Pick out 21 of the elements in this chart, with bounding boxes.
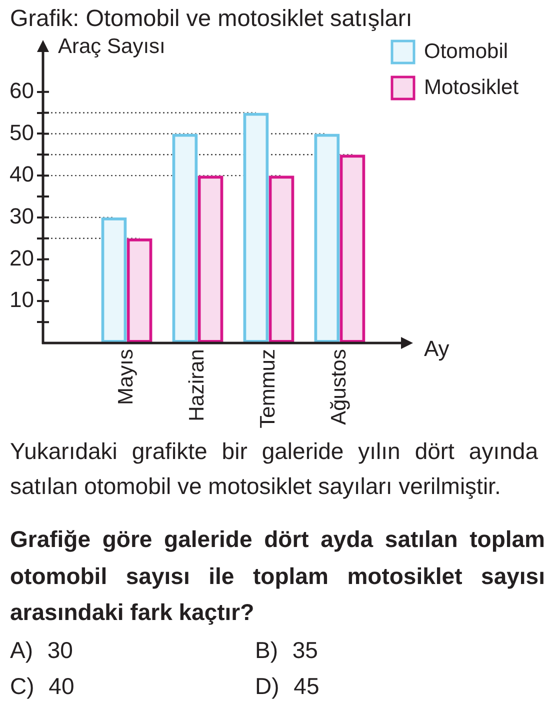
x-tick-label: Haziran: [186, 349, 209, 422]
legend-label: Motosiklet: [424, 76, 519, 99]
x-tick-label: Temmuz: [256, 349, 280, 428]
chart-title: Grafik: Otomobil ve motosiklet satışları: [10, 5, 412, 31]
x-axis-title: Ay: [424, 336, 450, 362]
text: D) 45: [255, 672, 320, 701]
text: Grafiğe göre galeride dört ayda satılan toplam otomobil sayısı ile toplam motosiklet sayısı arasındaki fark kaçtır?: [10, 525, 545, 627]
text: Yukarıdaki grafikte bir galeride yılın dört ayında satılan otomobil ve motosiklet sayıları verilmiştir.: [10, 437, 538, 501]
y-tick-label: 30: [10, 203, 34, 228]
text: A) 30: [10, 636, 74, 665]
y-tick-label: 40: [10, 162, 34, 187]
text: C) 40: [10, 672, 76, 701]
y-tick-label: 50: [10, 120, 34, 145]
y-tick-label: 20: [10, 245, 34, 270]
y-tick-label: 60: [10, 78, 34, 103]
y-axis-title: Araç Sayısı: [58, 34, 166, 58]
legend-label: Otomobil: [424, 40, 508, 63]
x-tick-label: Ağustos: [327, 349, 350, 425]
y-tick-label: 10: [10, 287, 34, 312]
text: B) 35: [255, 636, 319, 665]
x-tick-label: Mayıs: [114, 349, 138, 406]
